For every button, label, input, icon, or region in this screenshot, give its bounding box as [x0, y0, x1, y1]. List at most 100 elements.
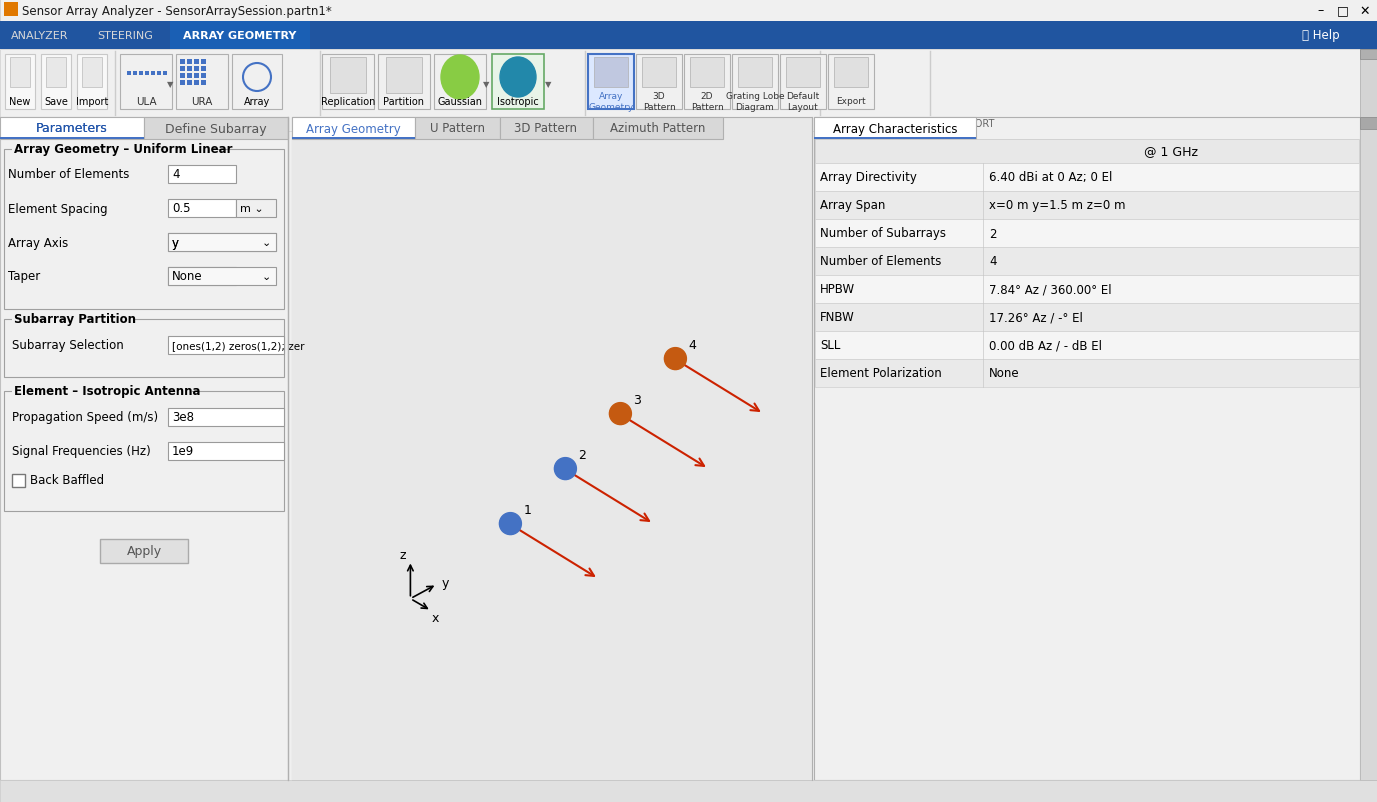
- Text: EXPORT: EXPORT: [956, 119, 994, 129]
- Text: Array Geometry: Array Geometry: [306, 123, 401, 136]
- Text: x: x: [431, 611, 439, 625]
- Bar: [834, 58, 868, 88]
- Bar: [642, 58, 676, 88]
- Bar: [815, 359, 1359, 387]
- Bar: [127, 72, 131, 76]
- Bar: [815, 248, 1359, 276]
- Bar: [1332, 0, 1354, 22]
- Bar: [145, 118, 288, 140]
- Text: Grating Lobe
Diagram: Grating Lobe Diagram: [726, 92, 785, 111]
- Bar: [4, 3, 18, 17]
- Bar: [1354, 0, 1376, 22]
- Text: 3e8: 3e8: [172, 411, 194, 424]
- Text: Back Baffled: Back Baffled: [30, 474, 105, 487]
- Bar: [83, 58, 102, 88]
- Text: m ⌄: m ⌄: [240, 204, 264, 214]
- Text: 4: 4: [989, 255, 997, 268]
- Bar: [815, 304, 1359, 331]
- Bar: [1360, 50, 1377, 60]
- Text: 3D
Pattern: 3D Pattern: [643, 92, 675, 111]
- Text: Import: Import: [76, 97, 109, 107]
- Text: U Pattern: U Pattern: [430, 123, 485, 136]
- Bar: [77, 55, 107, 110]
- Bar: [0, 22, 1377, 50]
- Bar: [194, 81, 200, 86]
- Bar: [168, 337, 284, 354]
- Bar: [0, 0, 1377, 22]
- Text: Default
Layout: Default Layout: [786, 92, 819, 111]
- Text: □: □: [1337, 5, 1349, 18]
- Text: 1: 1: [523, 504, 532, 516]
- Text: Parameters: Parameters: [36, 123, 107, 136]
- Text: None: None: [172, 270, 202, 283]
- Text: 0.00 dB Az / - dB El: 0.00 dB Az / - dB El: [989, 339, 1102, 352]
- Text: [ones(1,2) zeros(1,2); zer: [ones(1,2) zeros(1,2); zer: [172, 341, 304, 350]
- Bar: [4, 150, 284, 310]
- Bar: [168, 408, 284, 427]
- Bar: [4, 320, 284, 378]
- Text: Array Geometry – Uniform Linear: Array Geometry – Uniform Linear: [14, 144, 233, 156]
- Text: ⌄: ⌄: [262, 237, 271, 248]
- Bar: [0, 118, 145, 140]
- Bar: [180, 81, 185, 86]
- Text: ❓ Help: ❓ Help: [1303, 30, 1340, 43]
- Bar: [0, 138, 145, 140]
- Bar: [168, 268, 235, 286]
- Bar: [168, 443, 284, 460]
- Text: 1e9: 1e9: [172, 445, 194, 458]
- Bar: [636, 55, 682, 110]
- Bar: [814, 138, 976, 140]
- Bar: [292, 118, 414, 140]
- Text: SLL: SLL: [819, 339, 840, 352]
- Bar: [500, 118, 593, 140]
- Bar: [201, 67, 207, 72]
- Bar: [684, 55, 730, 110]
- Bar: [201, 60, 207, 65]
- Bar: [201, 81, 207, 86]
- Text: Element Spacing: Element Spacing: [8, 202, 107, 215]
- Bar: [733, 55, 778, 110]
- Text: Subarray Selection: Subarray Selection: [12, 339, 124, 352]
- Bar: [1360, 50, 1377, 132]
- Bar: [492, 55, 544, 110]
- Bar: [139, 72, 143, 76]
- Bar: [168, 233, 275, 252]
- Bar: [815, 276, 1359, 304]
- Bar: [12, 314, 134, 326]
- Text: –: –: [1318, 5, 1325, 18]
- Bar: [45, 58, 66, 88]
- Bar: [593, 118, 723, 140]
- Bar: [738, 58, 772, 88]
- Bar: [322, 55, 375, 110]
- Text: 17.26° Az / -° El: 17.26° Az / -° El: [989, 311, 1082, 324]
- Text: Partition: Partition: [384, 97, 424, 107]
- Bar: [168, 200, 235, 217]
- Text: HPBW: HPBW: [819, 283, 855, 296]
- Text: Number of Elements: Number of Elements: [819, 255, 942, 268]
- Text: Azimuth Pattern: Azimuth Pattern: [610, 123, 705, 136]
- Text: FILE: FILE: [47, 119, 67, 129]
- Bar: [168, 166, 235, 184]
- Bar: [292, 138, 414, 140]
- Text: z: z: [399, 549, 406, 561]
- Text: PLOTS: PLOTS: [687, 119, 717, 129]
- Bar: [0, 50, 1377, 132]
- Bar: [151, 72, 156, 76]
- Bar: [134, 72, 136, 76]
- Text: Element Polarization: Element Polarization: [819, 367, 942, 380]
- Text: Export: Export: [836, 97, 866, 107]
- Text: ELEMENT: ELEMENT: [430, 119, 475, 129]
- Bar: [292, 118, 812, 780]
- Text: ULA: ULA: [136, 97, 157, 107]
- Text: Define Subarray: Define Subarray: [165, 123, 267, 136]
- Circle shape: [555, 458, 577, 480]
- Text: Array
Geometry: Array Geometry: [588, 92, 633, 111]
- Text: 2: 2: [578, 448, 587, 461]
- Bar: [6, 55, 34, 110]
- Bar: [145, 72, 149, 76]
- Bar: [41, 55, 72, 110]
- Bar: [386, 58, 421, 94]
- Bar: [0, 780, 1377, 802]
- Circle shape: [610, 403, 632, 425]
- Bar: [194, 67, 200, 72]
